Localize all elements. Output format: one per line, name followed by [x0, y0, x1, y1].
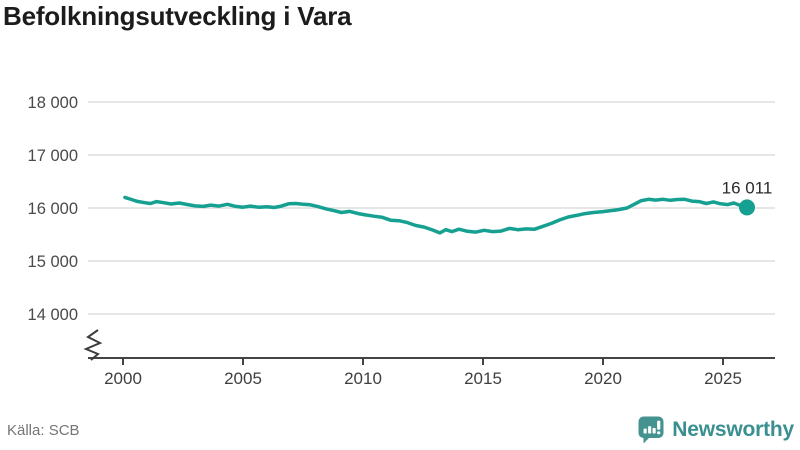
x-tick-label: 2000	[104, 369, 142, 388]
axis-break-icon	[83, 329, 103, 361]
y-tick-label: 18 000	[28, 94, 78, 112]
newsworthy-logo-text: Newsworthy	[672, 417, 794, 441]
x-tick-label: 2010	[344, 369, 382, 388]
newsworthy-logo-icon	[638, 416, 664, 444]
y-tick-label: 17 000	[28, 147, 78, 165]
x-tick-label: 2005	[224, 369, 262, 388]
y-tick-label: 15 000	[28, 253, 78, 271]
newsworthy-logo: Newsworthy	[637, 415, 794, 444]
end-value-label: 16 011	[722, 178, 773, 197]
end-dot	[739, 199, 755, 216]
data-line	[123, 195, 749, 235]
chart-title: Befolkningsutveckling i Vara	[3, 1, 352, 31]
x-tick-label: 2025	[704, 369, 742, 388]
y-tick-label: 14 000	[28, 306, 78, 324]
x-tick-label: 2015	[464, 369, 502, 388]
source-label: Källa: SCB	[7, 422, 80, 439]
y-tick-label: 16 000	[28, 200, 78, 218]
x-tick-label: 2020	[584, 369, 622, 388]
